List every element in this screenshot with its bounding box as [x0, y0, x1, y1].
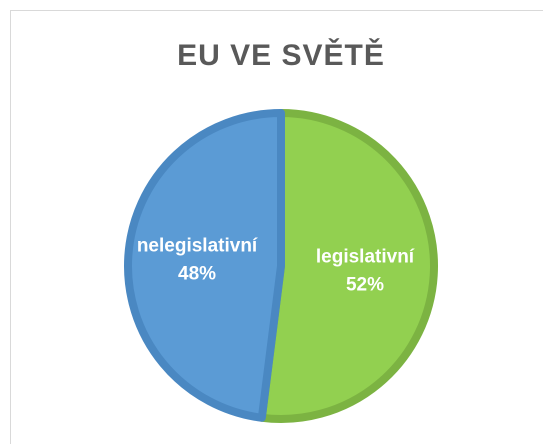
slice-value-label: 48% — [178, 264, 216, 285]
slice-category-label: legislativní — [316, 246, 415, 267]
chart-title: EU VE SVĚTĚ — [177, 38, 385, 72]
slice-value-label: 52% — [346, 274, 384, 295]
pie-slice — [257, 109, 438, 423]
pie-slice — [124, 109, 285, 422]
slice-category-label: nelegislativní — [137, 236, 258, 257]
